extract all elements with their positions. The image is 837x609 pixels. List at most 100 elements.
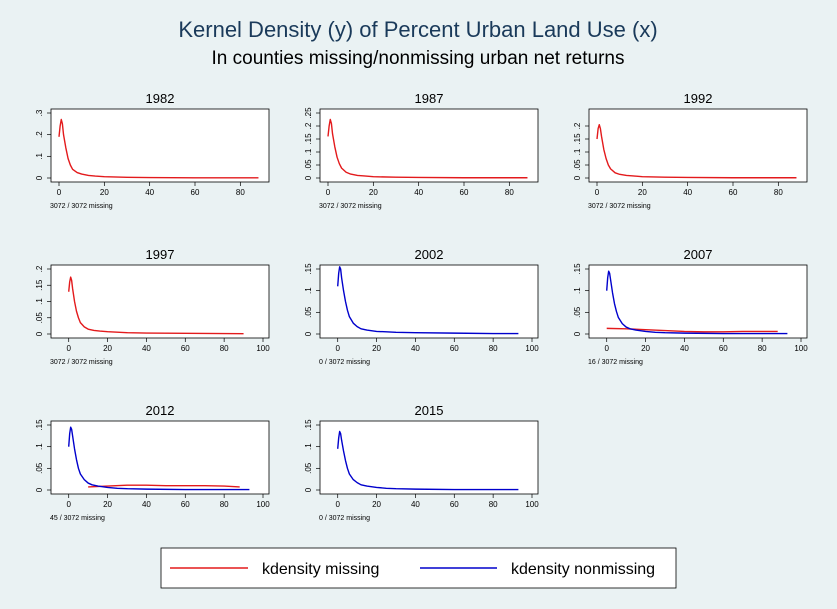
- y-tick-label: .15: [304, 419, 313, 431]
- y-tick-label: .3: [35, 109, 44, 116]
- plot-area: [319, 108, 539, 183]
- y-tick-label: .15: [35, 419, 44, 431]
- x-tick-label: 40: [414, 188, 423, 197]
- series-line-missing: [68, 276, 244, 335]
- series-line-missing: [88, 484, 240, 488]
- x-tick-label: 40: [145, 188, 154, 197]
- plot-area: [588, 264, 808, 339]
- panel-2012: 2012 0 20 40 60 80 100 0 .05 .1 .15 45 / 3072 missi…: [35, 403, 270, 522]
- panel-note: 3072 / 3072 missing: [50, 359, 113, 366]
- x-tick-label: 0: [595, 188, 600, 197]
- y-tick-label: 0: [35, 487, 44, 492]
- y-tick-label: .05: [573, 159, 582, 171]
- x-tick-label: 20: [369, 188, 378, 197]
- y-tick-label: .05: [304, 159, 313, 171]
- panel-1992: 1992 0 20 40 60 80 0 .05 .1 .15 .2 3072 / 3072 miss…: [573, 91, 808, 210]
- y-tick-label: 0: [573, 175, 582, 180]
- plot-area: [50, 108, 270, 183]
- x-tick-label: 60: [460, 188, 469, 197]
- y-tick-label: .2: [573, 122, 582, 129]
- panel-title: 2012: [146, 403, 175, 418]
- panel-title: 2007: [684, 247, 713, 262]
- x-tick-label: 60: [181, 500, 190, 509]
- y-tick-label: 0: [304, 487, 313, 492]
- panel-1997: 1997 0 20 40 60 80 100 0 .05 .1 .15 .2 3072 / 3072 m…: [35, 247, 270, 366]
- panel-note: 45 / 3072 missing: [50, 515, 105, 522]
- y-tick-label: 0: [35, 331, 44, 336]
- x-tick-label: 100: [525, 344, 539, 353]
- x-tick-label: 40: [142, 500, 151, 509]
- y-tick-label: .1: [304, 443, 313, 450]
- x-tick-label: 20: [641, 344, 650, 353]
- y-tick-label: .1: [573, 287, 582, 294]
- y-tick-label: .05: [304, 306, 313, 318]
- x-tick-label: 0: [66, 500, 71, 509]
- y-tick-label: .05: [35, 462, 44, 474]
- y-tick-label: .1: [304, 287, 313, 294]
- y-tick-label: 0: [573, 331, 582, 336]
- panel-note: 16 / 3072 missing: [588, 359, 643, 366]
- x-tick-label: 60: [450, 344, 459, 353]
- y-tick-label: .1: [35, 152, 44, 159]
- legend: kdensity missing kdensity nonmissing: [160, 547, 677, 589]
- series-line-missing: [58, 118, 259, 179]
- x-tick-label: 0: [326, 188, 331, 197]
- y-tick-label: .1: [35, 443, 44, 450]
- x-tick-label: 20: [372, 344, 381, 353]
- x-tick-label: 80: [758, 344, 767, 353]
- chart-subtitle: In counties missing/nonmissing urban net…: [212, 48, 625, 69]
- y-tick-label: .1: [304, 148, 313, 155]
- x-tick-label: 80: [236, 188, 245, 197]
- panel-2015: 2015 0 20 40 60 80 100 0 .05 .1 .15 0 / 3072 missin…: [304, 403, 539, 522]
- panel-2007: 2007 0 20 40 60 80 100 0 .05 .1 .15 16 / 3072 missi…: [573, 247, 808, 366]
- x-tick-label: 20: [372, 500, 381, 509]
- panel-title: 1997: [146, 247, 175, 262]
- panel-title: 1982: [146, 91, 175, 106]
- x-tick-label: 100: [256, 500, 270, 509]
- y-tick-label: .15: [304, 133, 313, 145]
- x-tick-label: 80: [505, 188, 514, 197]
- x-tick-label: 80: [220, 344, 229, 353]
- x-tick-label: 60: [450, 500, 459, 509]
- x-tick-label: 0: [335, 344, 340, 353]
- series-line-nonmissing: [68, 426, 250, 491]
- panel-1987: 1987 0 20 40 60 80 0 .05 .1 .15 .2 .25 3072 / 3072 m…: [304, 91, 539, 210]
- y-tick-label: .15: [573, 263, 582, 275]
- x-tick-label: 60: [719, 344, 728, 353]
- x-tick-label: 40: [683, 188, 692, 197]
- series-line-missing: [596, 124, 797, 179]
- x-tick-label: 20: [100, 188, 109, 197]
- x-tick-label: 100: [794, 344, 808, 353]
- panel-title: 2002: [415, 247, 444, 262]
- x-tick-label: 80: [220, 500, 229, 509]
- series-line-missing: [327, 118, 528, 179]
- panel-title: 2015: [415, 403, 444, 418]
- plot-area: [50, 420, 270, 495]
- y-tick-label: .1: [35, 298, 44, 305]
- x-tick-label: 80: [489, 344, 498, 353]
- x-tick-label: 0: [604, 344, 609, 353]
- y-tick-label: .05: [304, 462, 313, 474]
- x-tick-label: 60: [191, 188, 200, 197]
- series-line-nonmissing: [337, 430, 519, 491]
- panel-title: 1987: [415, 91, 444, 106]
- plot-area: [319, 264, 539, 339]
- panel-note: 3072 / 3072 missing: [588, 203, 651, 210]
- panel-note: 3072 / 3072 missing: [50, 203, 113, 210]
- y-tick-label: .2: [35, 131, 44, 138]
- x-tick-label: 0: [335, 500, 340, 509]
- series-line-nonmissing: [606, 270, 788, 335]
- y-tick-label: .05: [35, 312, 44, 324]
- x-tick-label: 40: [411, 344, 420, 353]
- y-tick-label: .2: [35, 265, 44, 272]
- y-tick-label: 0: [304, 175, 313, 180]
- y-tick-label: .05: [573, 306, 582, 318]
- y-tick-label: .25: [304, 107, 313, 119]
- x-tick-label: 60: [729, 188, 738, 197]
- panel-note: 0 / 3072 missing: [319, 359, 370, 366]
- series-line-missing: [606, 327, 778, 333]
- x-tick-label: 40: [411, 500, 420, 509]
- plot-area: [588, 108, 808, 183]
- x-tick-label: 60: [181, 344, 190, 353]
- y-tick-label: .1: [573, 148, 582, 155]
